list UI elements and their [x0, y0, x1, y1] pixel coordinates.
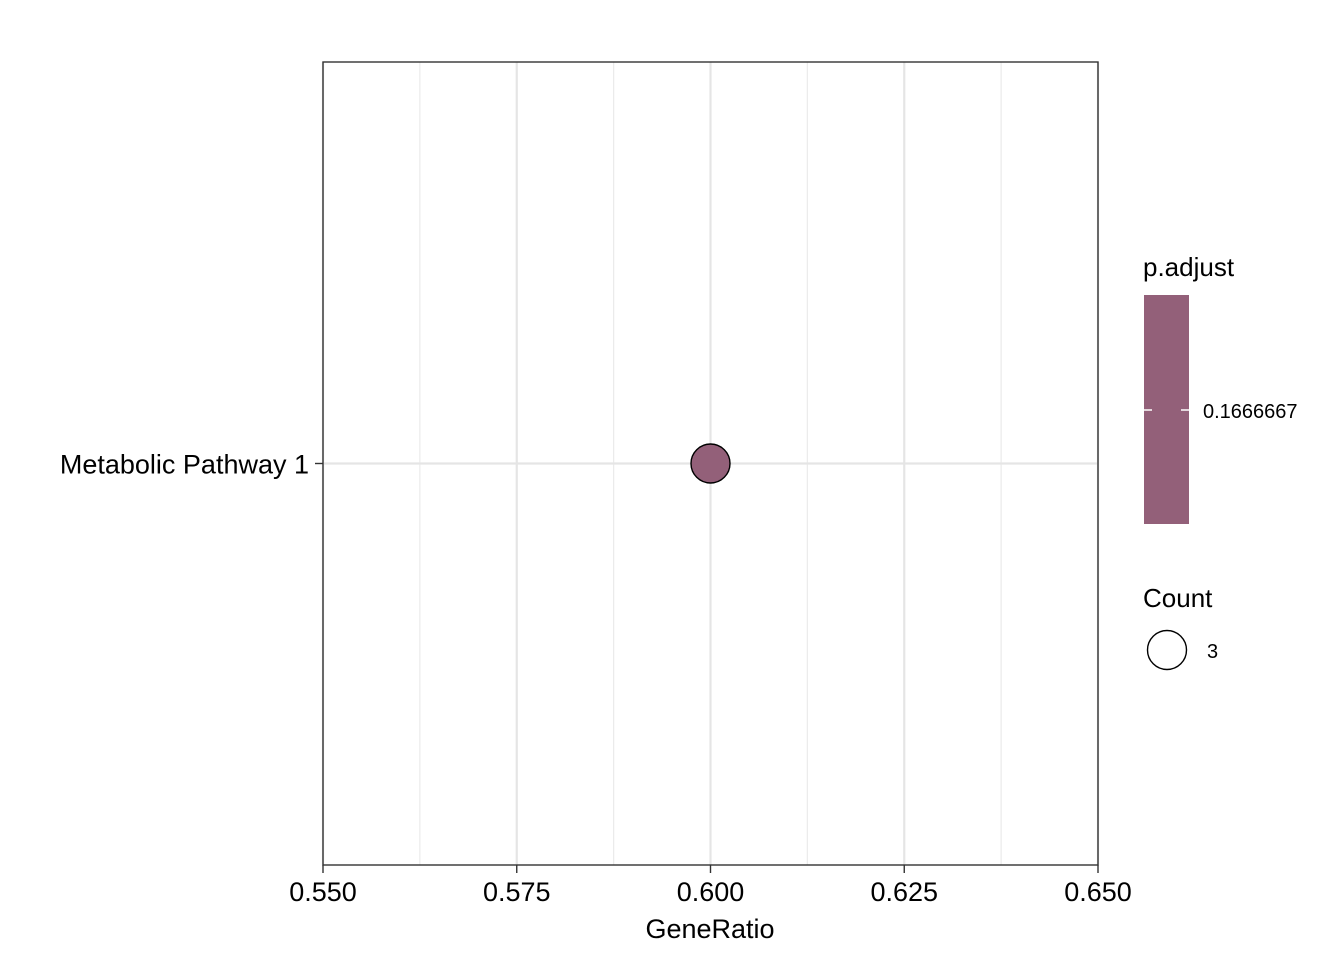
- x-tick-label: 0.550: [289, 877, 357, 907]
- color-legend-title: p.adjust: [1143, 252, 1235, 282]
- x-axis: 0.550 0.575 0.600 0.625 0.650: [289, 865, 1132, 907]
- data-points: [690, 443, 731, 484]
- size-legend: Count 3: [1143, 583, 1218, 671]
- color-legend: p.adjust 0.1666667: [1143, 252, 1298, 524]
- colorbar-label: 0.1666667: [1203, 401, 1298, 423]
- x-tick-label: 0.600: [677, 877, 745, 907]
- size-legend-circle: [1146, 629, 1188, 671]
- x-tick-label: 0.625: [870, 877, 938, 907]
- size-legend-label: 3: [1207, 641, 1218, 663]
- x-tick-label: 0.650: [1064, 877, 1132, 907]
- x-tick-label: 0.575: [483, 877, 551, 907]
- y-tick-label: Metabolic Pathway 1: [60, 450, 309, 480]
- size-legend-title: Count: [1143, 583, 1213, 613]
- data-point: [690, 443, 731, 484]
- y-axis: Metabolic Pathway 1: [60, 450, 323, 480]
- x-axis-title: GeneRatio: [645, 914, 774, 944]
